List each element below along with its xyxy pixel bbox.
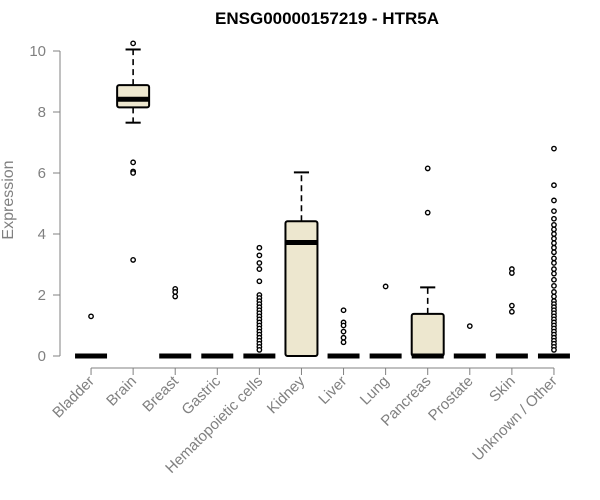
outlier-point bbox=[172, 293, 179, 300]
boxes bbox=[75, 40, 570, 359]
outlier-point bbox=[256, 278, 263, 285]
box-6 bbox=[327, 307, 360, 359]
outlier-point bbox=[551, 235, 557, 242]
outlier-point bbox=[551, 270, 557, 277]
outlier-point bbox=[551, 208, 557, 215]
category-label-0: Bladder bbox=[49, 373, 98, 422]
outlier-point bbox=[551, 221, 557, 228]
outlier-point bbox=[508, 308, 515, 315]
category-label-6: Liver bbox=[315, 373, 350, 408]
outlier-point bbox=[340, 334, 347, 341]
outlier-point bbox=[88, 313, 94, 320]
category-label-7: Lung bbox=[357, 373, 393, 409]
outlier-point bbox=[130, 257, 137, 263]
outlier-point bbox=[130, 40, 137, 47]
y-axis-label: Expression bbox=[0, 160, 17, 239]
outlier-point bbox=[551, 276, 557, 283]
box-1 bbox=[116, 40, 151, 263]
outlier-point bbox=[340, 322, 347, 329]
box-8 bbox=[410, 165, 445, 359]
outlier-point bbox=[551, 282, 557, 289]
box-0 bbox=[75, 313, 108, 359]
category-label-1: Brain bbox=[103, 373, 140, 410]
box-5 bbox=[284, 171, 319, 357]
outlier-point bbox=[256, 260, 263, 266]
chart-title: ENSG00000157219 - HTR5A bbox=[215, 9, 439, 28]
box-9 bbox=[453, 323, 486, 359]
box-7 bbox=[369, 283, 402, 359]
outlier-point bbox=[551, 215, 557, 222]
outlier-point bbox=[130, 170, 137, 176]
y-tick-label-2: 2 bbox=[38, 287, 46, 304]
outlier-point bbox=[551, 249, 557, 256]
y-tick-label-0: 0 bbox=[38, 348, 46, 365]
box-body bbox=[116, 84, 151, 109]
outlier-point bbox=[508, 270, 515, 276]
outlier-point bbox=[172, 289, 179, 295]
category-label-9: Prostate bbox=[425, 373, 477, 425]
outlier-point bbox=[256, 266, 263, 272]
outlier-point bbox=[551, 240, 557, 247]
outlier-point bbox=[551, 293, 557, 300]
outlier-point bbox=[340, 339, 347, 346]
outlier-point bbox=[382, 283, 389, 290]
outlier-point bbox=[256, 252, 263, 259]
outlier-point bbox=[508, 302, 515, 309]
box-10 bbox=[495, 266, 528, 359]
outlier-point bbox=[130, 159, 137, 166]
outlier-point bbox=[551, 226, 557, 233]
box-body bbox=[284, 220, 319, 357]
outlier-point bbox=[424, 165, 431, 172]
outlier-point bbox=[551, 197, 557, 204]
category-label-5: Kidney bbox=[264, 372, 309, 417]
outlier-point bbox=[551, 346, 557, 353]
outlier-point bbox=[551, 260, 557, 266]
outlier-point bbox=[551, 182, 557, 189]
box-body bbox=[410, 312, 445, 358]
y-tick-label-6: 6 bbox=[38, 165, 46, 182]
box-11 bbox=[537, 145, 570, 359]
y-tick-label-8: 8 bbox=[38, 104, 46, 121]
category-label-2: Breast bbox=[139, 372, 182, 415]
outlier-point bbox=[551, 255, 557, 262]
outlier-point bbox=[424, 209, 431, 216]
box-4 bbox=[243, 244, 276, 359]
box-2 bbox=[159, 285, 192, 359]
outlier-point bbox=[466, 323, 473, 330]
category-label-10: Skin bbox=[486, 373, 519, 406]
y-tick-label-10: 10 bbox=[29, 43, 46, 60]
outlier-point bbox=[551, 266, 557, 272]
outlier-point bbox=[551, 145, 557, 152]
outlier-point bbox=[551, 231, 557, 237]
outlier-point bbox=[551, 289, 557, 295]
y-axis: 0 2 4 6 8 10 bbox=[29, 43, 61, 365]
outlier-point bbox=[256, 346, 263, 353]
outlier-point bbox=[256, 244, 263, 251]
outlier-point bbox=[551, 244, 557, 251]
outlier-point bbox=[340, 307, 347, 314]
outlier-point bbox=[340, 328, 347, 335]
y-tick-label-4: 4 bbox=[38, 226, 46, 243]
x-axis bbox=[90, 367, 555, 375]
